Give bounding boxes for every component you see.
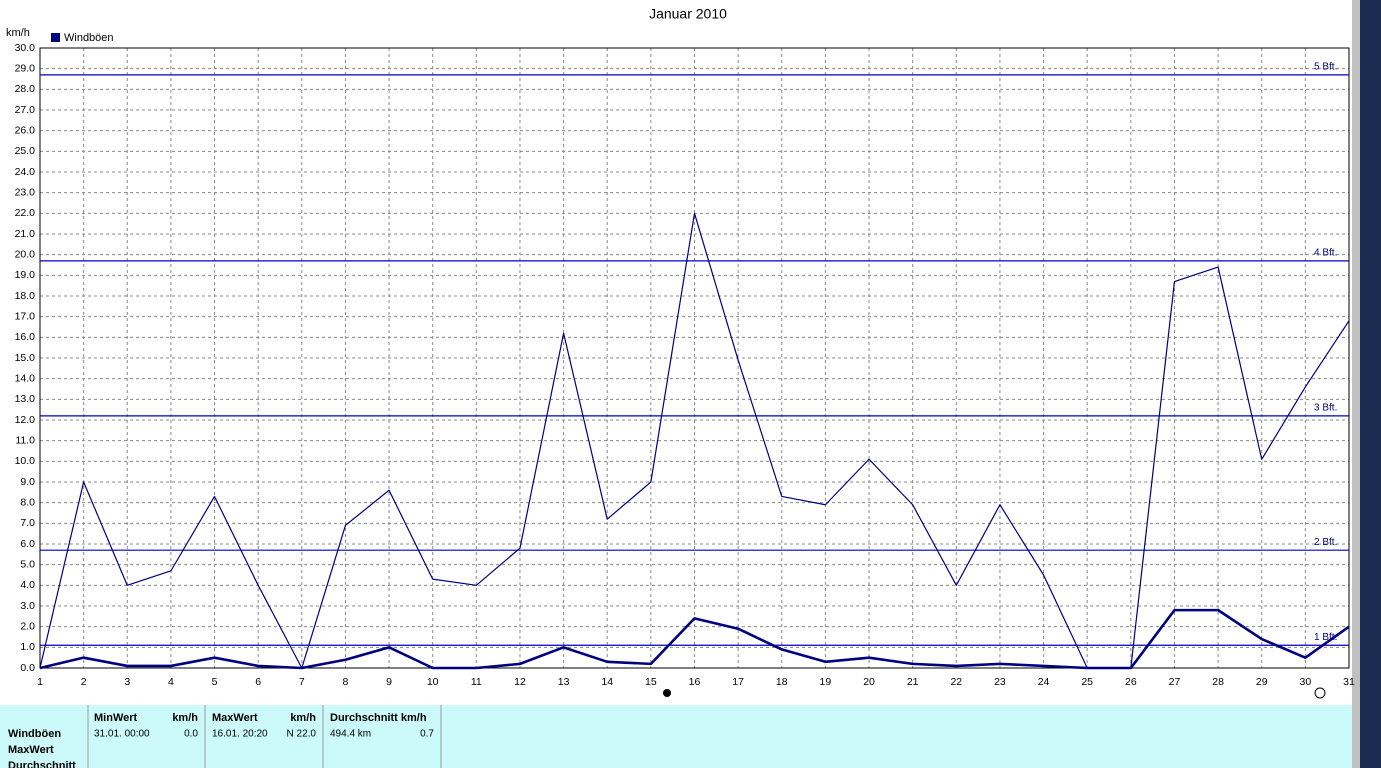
table-header: km/h — [172, 712, 198, 724]
y-tick-label: 17.0 — [15, 310, 36, 322]
x-tick-label: 27 — [1169, 676, 1181, 688]
x-tick-label: 31 — [1343, 676, 1355, 688]
x-tick-label: 3 — [124, 676, 130, 688]
table-cell: 16.01. 20:20 — [212, 729, 268, 740]
x-tick-label: 8 — [343, 676, 349, 688]
x-tick-label: 16 — [689, 676, 701, 688]
y-tick-label: 10.0 — [15, 455, 36, 467]
x-tick-label: 9 — [386, 676, 392, 688]
y-tick-label: 26.0 — [15, 124, 36, 136]
x-tick-label: 19 — [820, 676, 832, 688]
y-tick-label: 15.0 — [15, 352, 36, 364]
y-tick-label: 7.0 — [20, 517, 35, 529]
plot-frame — [39, 47, 1350, 669]
y-tick-label: 0.0 — [20, 662, 35, 674]
y-tick-label: 19.0 — [15, 269, 36, 281]
x-tick-label: 14 — [601, 676, 613, 688]
table-cell: N 22.0 — [287, 729, 317, 740]
row-label: Windböen — [8, 728, 61, 740]
y-tick-label: 23.0 — [15, 186, 36, 198]
table-header: km/h — [290, 712, 316, 724]
y-tick-label: 9.0 — [20, 476, 35, 488]
x-tick-label: 20 — [863, 676, 875, 688]
y-tick-label: 25.0 — [15, 145, 36, 157]
table — [87, 705, 442, 768]
x-tick-label: 22 — [950, 676, 962, 688]
y-tick-label: 8.0 — [20, 496, 35, 508]
y-tick-label: 24.0 — [15, 166, 36, 178]
y-tick-label: 2.0 — [20, 620, 35, 632]
reference-label: 3 Bft. — [1314, 403, 1337, 414]
y-tick-label: 29.0 — [15, 62, 36, 74]
x-tick-label: 2 — [81, 676, 87, 688]
y-tick-label: 18.0 — [15, 290, 36, 302]
x-tick-label: 10 — [427, 676, 439, 688]
chart-title: Januar 2010 — [649, 6, 727, 22]
reference-label: 5 Bft. — [1314, 62, 1337, 73]
legend-label: Windböen — [64, 32, 114, 44]
data-line — [39, 608, 1350, 670]
row-label: Durchschnitt — [8, 760, 76, 768]
y-tick-label: 13.0 — [15, 393, 36, 405]
y-tick-label: 16.0 — [15, 331, 36, 343]
table-bg — [0, 705, 1352, 768]
y-tick-label: 22.0 — [15, 207, 36, 219]
x-tick-label: 15 — [645, 676, 657, 688]
y-tick-label: 21.0 — [15, 228, 36, 240]
x-tick-label: 6 — [255, 676, 261, 688]
x-tick-label: 18 — [776, 676, 788, 688]
table-header: MaxWert — [212, 712, 258, 724]
x-tick-label: 29 — [1256, 676, 1268, 688]
x-tick-label: 28 — [1212, 676, 1224, 688]
y-tick-label: 30.0 — [15, 42, 36, 54]
y-tick-label: 11.0 — [15, 434, 35, 446]
x-tick-label: 21 — [907, 676, 919, 688]
x-tick-label: 17 — [732, 676, 744, 688]
y-tick-label: 4.0 — [20, 579, 35, 591]
window-edge — [1352, 0, 1360, 768]
x-tick-label: 24 — [1038, 676, 1050, 688]
y-tick-label: 3.0 — [20, 600, 35, 612]
x-tick-label: 12 — [514, 676, 526, 688]
x-tick-label: 25 — [1081, 676, 1093, 688]
moon-icon — [1314, 687, 1326, 699]
table-cell: 0.7 — [420, 729, 434, 740]
table-cell: 31.01. 00:00 — [94, 729, 150, 740]
x-tick-label: 13 — [558, 676, 570, 688]
reference-label: 4 Bft. — [1314, 248, 1337, 259]
row-label: MaxWert — [8, 744, 54, 756]
y-tick-label: 20.0 — [15, 248, 36, 260]
moon-icon — [663, 689, 671, 697]
table-header: Durchschnitt km/h — [330, 712, 427, 724]
window-edge — [1360, 0, 1381, 768]
table-cell: 494.4 km — [330, 729, 371, 740]
y-tick-label: 27.0 — [15, 104, 36, 116]
x-tick-label: 1 — [37, 676, 43, 688]
reference-label: 1 Bft. — [1314, 632, 1337, 643]
x-tick-label: 30 — [1300, 676, 1312, 688]
y-tick-label: 1.0 — [20, 641, 35, 653]
y-tick-label: 6.0 — [20, 538, 35, 550]
y-axis-label: km/h — [6, 27, 30, 39]
legend-swatch — [51, 33, 60, 42]
x-tick-label: 5 — [212, 676, 218, 688]
y-tick-label: 5.0 — [20, 558, 35, 570]
y-tick-label: 28.0 — [15, 83, 36, 95]
table-cell: 0.0 — [184, 729, 198, 740]
x-tick-label: 11 — [471, 676, 482, 688]
x-tick-label: 26 — [1125, 676, 1137, 688]
table-header: MinWert — [94, 712, 138, 724]
x-tick-label: 23 — [994, 676, 1006, 688]
y-tick-label: 14.0 — [15, 372, 36, 384]
reference-label: 2 Bft. — [1314, 537, 1337, 548]
x-tick-label: 7 — [299, 676, 305, 688]
x-tick-label: 4 — [168, 676, 174, 688]
y-tick-label: 12.0 — [15, 414, 36, 426]
